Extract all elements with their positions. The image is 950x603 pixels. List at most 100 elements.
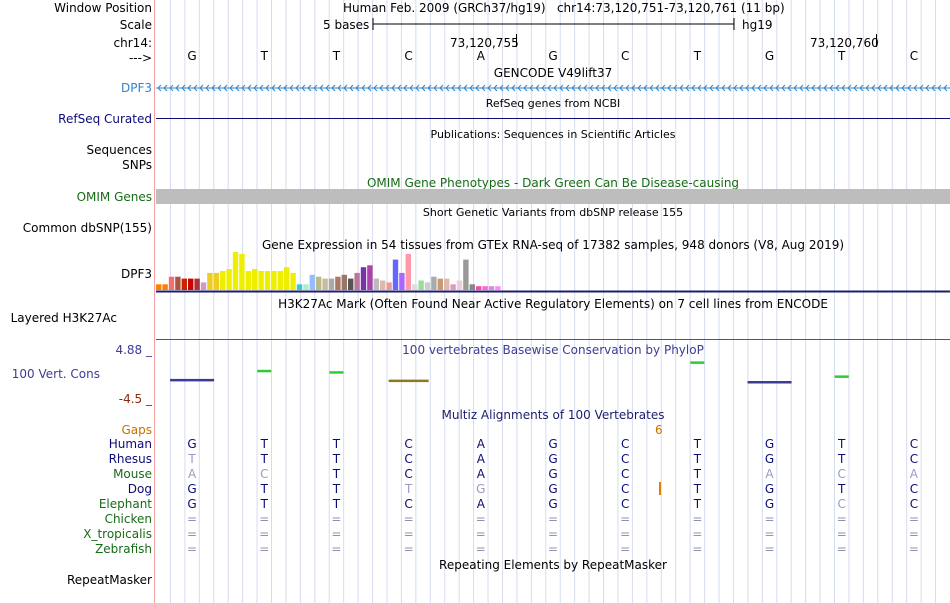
aligned-base: =	[764, 527, 775, 541]
gtex-tissue-bar[interactable]	[271, 271, 277, 290]
repeatmasker-side-label[interactable]: RepeatMasker	[66, 573, 152, 587]
species-label[interactable]: Dog	[127, 482, 152, 496]
gencode-track-title[interactable]: GENCODE V49lift37	[493, 66, 613, 80]
dbsnp-track-title[interactable]: Short Genetic Variants from dbSNP releas…	[422, 206, 684, 219]
gtex-tissue-bar[interactable]	[380, 280, 386, 291]
strand-chevron	[601, 84, 606, 92]
gtex-tissue-bar[interactable]	[412, 284, 418, 290]
gtex-tissue-bar[interactable]	[488, 286, 495, 290]
species-label[interactable]: Chicken	[104, 512, 152, 526]
phylop-score-mark[interactable]	[834, 375, 849, 378]
phylop-side-label[interactable]: 100 Vert. Cons	[11, 367, 100, 381]
phylop-score-mark[interactable]	[170, 378, 215, 382]
gtex-tissue-bar[interactable]	[424, 282, 431, 290]
gtex-tissue-bar[interactable]	[168, 276, 175, 290]
gtex-tissue-bar[interactable]	[226, 269, 232, 290]
gtex-tissue-bar[interactable]	[277, 271, 283, 290]
gtex-tissue-bar[interactable]	[252, 269, 258, 290]
phylop-score-mark[interactable]	[329, 371, 344, 374]
gtex-tissue-bar[interactable]	[456, 280, 463, 291]
gtex-track-title[interactable]: Gene Expression in 54 tissues from GTEx …	[261, 238, 845, 252]
gtex-tissue-bar[interactable]	[322, 278, 328, 290]
gtex-tissue-bar[interactable]	[239, 253, 245, 290]
gtex-tissue-bar[interactable]	[213, 272, 219, 290]
gtex-tissue-bar[interactable]	[232, 252, 239, 290]
gtex-tissue-bar[interactable]	[188, 278, 194, 290]
species-label[interactable]: Mouse	[113, 467, 152, 481]
gtex-tissue-bar[interactable]	[418, 280, 424, 291]
gtex-tissue-bar[interactable]	[463, 259, 469, 290]
species-label[interactable]: Zebrafish	[95, 542, 152, 556]
phylop-score-mark[interactable]	[747, 381, 792, 384]
gtex-tissue-bar[interactable]	[495, 286, 501, 290]
gtex-tissue-bar[interactable]	[444, 278, 450, 290]
gtex-tissue-bar[interactable]	[284, 267, 290, 290]
gtex-gene-label[interactable]: DPF3	[120, 267, 152, 281]
gtex-tissue-bar[interactable]	[482, 286, 488, 290]
gtex-tissue-bar[interactable]	[175, 276, 181, 290]
multiz-track-title[interactable]: Multiz Alignments of 100 Vertebrates	[441, 408, 665, 422]
gtex-tissue-bar[interactable]	[220, 271, 226, 290]
refseq-side-label[interactable]: RefSeq Curated	[58, 112, 152, 126]
species-label[interactable]: Human	[108, 437, 152, 451]
gtex-tissue-bar[interactable]	[348, 278, 354, 290]
aligned-base: C	[404, 452, 413, 466]
h3k27ac-track-title[interactable]: H3K27Ac Mark (Often Found Near Active Re…	[278, 297, 828, 311]
gtex-expression-chart[interactable]	[156, 250, 950, 294]
gtex-tissue-bar[interactable]	[309, 274, 315, 290]
chrom-label: chr14:	[113, 36, 152, 50]
gtex-tissue-bar[interactable]	[245, 271, 251, 290]
gtex-tissue-bar[interactable]	[207, 272, 213, 290]
gtex-tissue-bar[interactable]	[328, 278, 335, 290]
gtex-tissue-bar[interactable]	[258, 271, 264, 290]
omim-gene-bar[interactable]	[156, 189, 950, 204]
gtex-tissue-bar[interactable]	[469, 284, 475, 290]
species-label[interactable]: Rhesus	[108, 452, 152, 466]
gtex-tissue-bar[interactable]	[476, 286, 482, 290]
phylop-track-title[interactable]: 100 vertebrates Basewise Conservation by…	[402, 343, 704, 357]
gtex-tissue-bar[interactable]	[341, 274, 347, 290]
phylop-score-mark[interactable]	[690, 361, 705, 364]
gtex-tissue-bar[interactable]	[290, 272, 296, 290]
gtex-tissue-bar[interactable]	[296, 284, 303, 290]
publications-track-title[interactable]: Publications: Sequences in Scientific Ar…	[430, 128, 676, 141]
gtex-tissue-bar[interactable]	[386, 282, 392, 290]
position-title[interactable]: Human Feb. 2009 (GRCh37/hg19) chr14:73,1…	[343, 1, 785, 15]
phylop-conservation-plot[interactable]	[156, 358, 950, 408]
gtex-tissue-bar[interactable]	[200, 282, 207, 290]
gtex-tissue-bar[interactable]	[316, 276, 322, 290]
gtex-tissue-bar[interactable]	[373, 278, 379, 290]
species-label[interactable]: X_tropicalis	[83, 527, 152, 541]
gtex-tissue-bar[interactable]	[360, 267, 367, 290]
gtex-tissue-bar[interactable]	[405, 253, 411, 290]
gtex-tissue-bar[interactable]	[392, 259, 399, 290]
gtex-tissue-bar[interactable]	[303, 284, 309, 290]
gtex-tissue-bar[interactable]	[264, 271, 271, 290]
gtex-tissue-bar[interactable]	[437, 278, 443, 290]
gtex-tissue-bar[interactable]	[354, 272, 360, 290]
gtex-tissue-bar[interactable]	[450, 284, 456, 290]
gtex-tissue-bar[interactable]	[194, 278, 200, 290]
gtex-tissue-bar[interactable]	[431, 276, 437, 290]
species-label[interactable]: Elephant	[98, 497, 152, 511]
gtex-tissue-bar[interactable]	[335, 276, 341, 290]
gtex-tissue-bar[interactable]	[181, 278, 187, 290]
phylop-score-mark[interactable]	[257, 369, 272, 373]
phylop-score-mark[interactable]	[388, 379, 429, 383]
gtex-tissue-bar[interactable]	[399, 272, 405, 290]
gencode-gene-feature[interactable]	[156, 82, 950, 94]
h3k27ac-side-label[interactable]: Layered H3K27Ac	[10, 311, 117, 325]
omim-side-label[interactable]: OMIM Genes	[76, 190, 152, 204]
gencode-gene-label[interactable]: DPF3	[120, 81, 152, 95]
refseq-track-title[interactable]: RefSeq genes from NCBI	[485, 97, 621, 110]
dbsnp-side-label[interactable]: Common dbSNP(155)	[22, 221, 152, 235]
gtex-tissue-bar[interactable]	[156, 284, 162, 290]
aligned-base: =	[331, 527, 342, 541]
publications-side-label[interactable]: Sequences	[86, 143, 152, 157]
gtex-tissue-bar[interactable]	[367, 265, 373, 290]
omim-track-title[interactable]: OMIM Gene Phenotypes - Dark Green Can Be…	[366, 176, 740, 190]
refseq-gene-line[interactable]	[156, 118, 950, 119]
repeatmasker-track-title[interactable]: Repeating Elements by RepeatMasker	[439, 558, 667, 572]
snps-side-label[interactable]: SNPs	[122, 158, 152, 172]
gtex-tissue-bar[interactable]	[162, 284, 168, 290]
